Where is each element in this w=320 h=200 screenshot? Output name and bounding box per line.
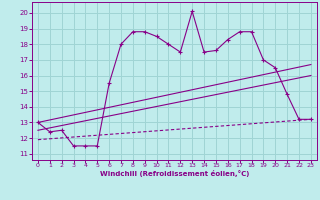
- X-axis label: Windchill (Refroidissement éolien,°C): Windchill (Refroidissement éolien,°C): [100, 170, 249, 177]
